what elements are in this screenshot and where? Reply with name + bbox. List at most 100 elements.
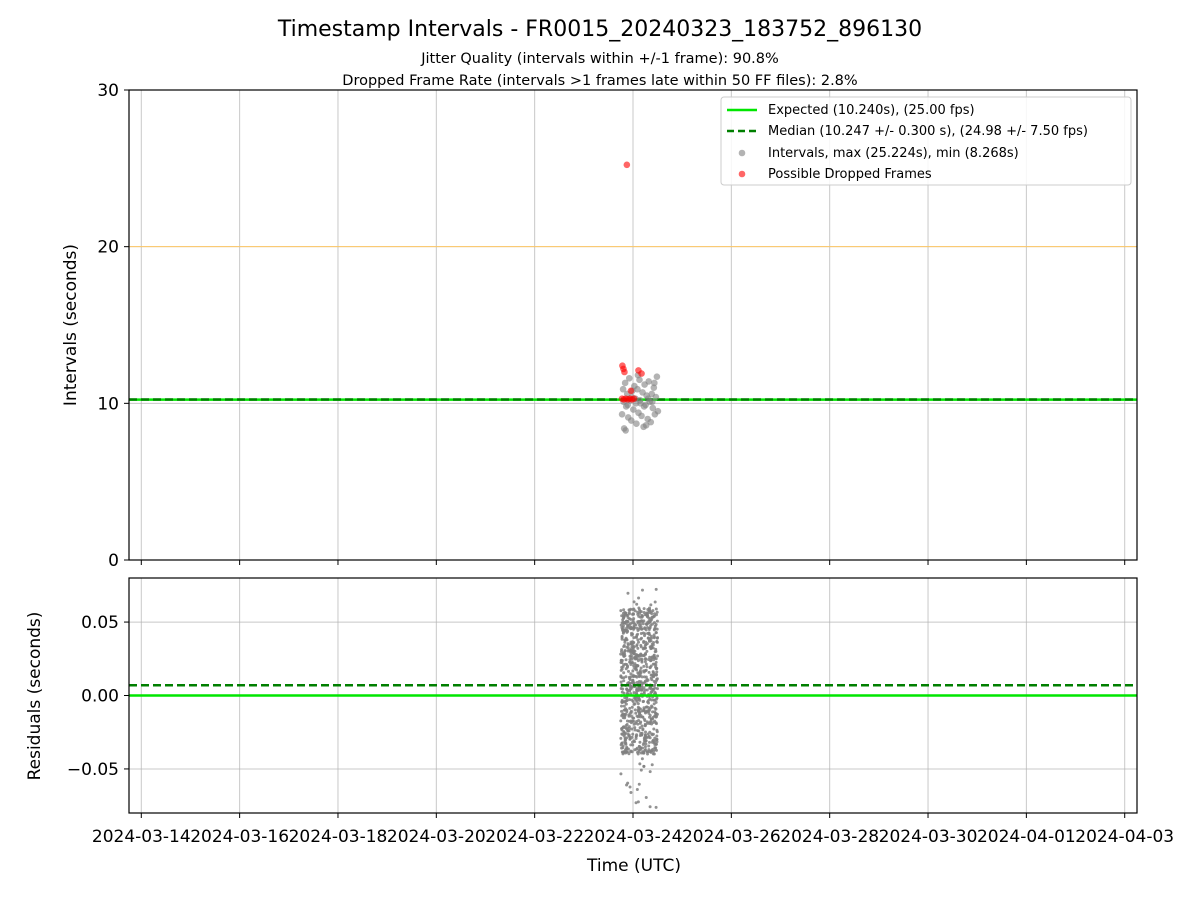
residual-point xyxy=(624,747,628,751)
residual-point xyxy=(625,626,629,630)
legend-frame xyxy=(720,96,1132,186)
legend-intervals-swatch xyxy=(738,149,746,157)
residual-point xyxy=(643,680,647,684)
chart-subtitle-jitter: Jitter Quality (intervals within +/-1 fr… xyxy=(420,51,779,67)
residual-point xyxy=(655,636,659,640)
residual-point xyxy=(623,662,627,666)
interval-point xyxy=(654,407,662,415)
residual-point xyxy=(619,658,623,662)
residual-point xyxy=(638,762,642,766)
top-y-tick-label: 0 xyxy=(108,551,119,571)
interval-point xyxy=(630,406,637,413)
residual-point xyxy=(652,727,656,731)
residual-point xyxy=(650,645,654,649)
residual-point xyxy=(654,607,658,611)
residual-point xyxy=(619,609,623,613)
residual-point xyxy=(628,660,632,664)
residual-point xyxy=(620,701,624,705)
residual-point xyxy=(639,615,643,619)
dropped-frame-point xyxy=(621,368,628,376)
residual-point xyxy=(636,722,640,726)
x-tick-label: 2024-03-26 xyxy=(682,827,781,847)
residual-point xyxy=(640,657,644,661)
interval-point xyxy=(636,396,644,404)
x-tick-label: 2024-03-16 xyxy=(190,827,289,847)
bottom-axes: 2024-03-14 2024-03-16 2024-03-18 2024-03-20… xyxy=(67,577,1174,847)
residual-point xyxy=(643,711,647,715)
residual-point xyxy=(621,628,625,632)
residual-point xyxy=(640,627,644,631)
residual-point xyxy=(635,602,639,606)
residual-point xyxy=(655,619,659,623)
residual-point xyxy=(624,619,628,623)
residual-point xyxy=(647,670,651,674)
top-y-tick-label: 10 xyxy=(97,394,119,414)
x-tick-label: 2024-03-22 xyxy=(485,827,584,847)
residual-point xyxy=(626,591,630,595)
residual-point xyxy=(619,719,623,723)
residual-point xyxy=(621,752,625,756)
residual-point xyxy=(636,610,640,614)
residual-point xyxy=(653,612,657,616)
residual-point xyxy=(652,702,656,706)
residual-point xyxy=(630,705,634,709)
residual-point xyxy=(654,697,658,701)
residual-point xyxy=(655,714,659,718)
x-axis-label: Time (UTC) xyxy=(586,856,681,876)
residual-point xyxy=(620,746,624,750)
residual-point xyxy=(629,626,633,630)
residual-point xyxy=(635,644,639,648)
residual-point xyxy=(640,636,644,640)
residual-point xyxy=(628,785,632,789)
residual-point xyxy=(621,620,625,624)
residual-point xyxy=(637,750,641,754)
interval-point xyxy=(627,417,635,424)
residual-point xyxy=(637,706,641,710)
residual-point xyxy=(642,670,646,674)
residual-point xyxy=(639,714,643,718)
residual-point xyxy=(641,631,645,635)
residual-point xyxy=(622,654,626,658)
residual-point xyxy=(651,752,655,756)
residual-point xyxy=(637,596,641,600)
residual-point xyxy=(637,688,641,692)
legend-dropped-label: Possible Dropped Frames xyxy=(768,167,932,182)
residual-point xyxy=(640,681,644,685)
interval-point xyxy=(638,412,645,420)
residual-point xyxy=(628,706,632,710)
residual-point xyxy=(650,678,654,682)
residual-point xyxy=(635,635,639,639)
residual-point xyxy=(623,640,627,644)
residual-point xyxy=(647,628,651,632)
top-y-tick-label: 30 xyxy=(97,81,119,101)
residual-point xyxy=(651,609,655,613)
residual-point xyxy=(644,796,648,800)
residual-point xyxy=(632,691,636,695)
residual-point xyxy=(620,726,624,730)
residual-point xyxy=(654,631,658,635)
residual-point xyxy=(630,735,634,739)
residual-point xyxy=(643,745,647,749)
residual-point xyxy=(619,736,623,740)
residual-point xyxy=(648,637,652,641)
residual-point xyxy=(652,633,656,637)
residual-point xyxy=(619,675,623,679)
residual-point xyxy=(649,659,653,663)
residual-point xyxy=(651,739,655,743)
residual-point xyxy=(625,629,629,633)
residual-point xyxy=(633,726,637,730)
residual-point xyxy=(629,791,633,795)
residual-point xyxy=(649,749,653,753)
legend-intervals-label: Intervals, max (25.224s), min (8.268s) xyxy=(768,146,1019,161)
residual-point xyxy=(630,640,634,644)
dropped-frame-point xyxy=(638,370,645,377)
residual-point xyxy=(645,611,649,615)
residual-point xyxy=(629,631,633,635)
residual-point xyxy=(652,621,656,625)
residual-point xyxy=(654,660,658,664)
residual-point xyxy=(634,711,638,715)
interval-point xyxy=(621,379,629,387)
residual-point xyxy=(628,622,632,626)
residual-point xyxy=(642,607,646,611)
